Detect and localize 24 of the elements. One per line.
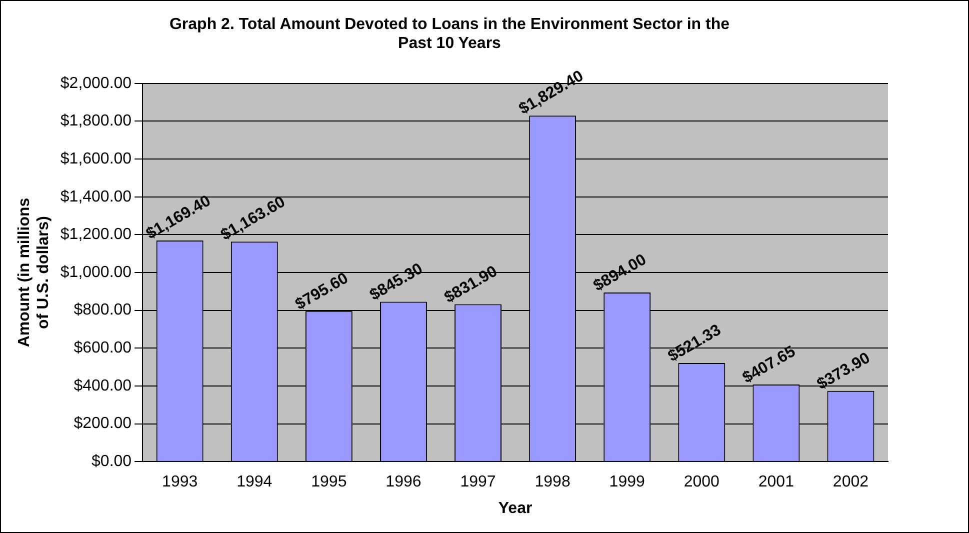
- y-tick-label: $1,600.00: [60, 150, 132, 168]
- x-tick-label: 1995: [311, 474, 347, 491]
- y-tick-label: $400.00: [74, 377, 132, 394]
- y-tick-label: $2,000.00: [60, 74, 132, 92]
- x-axis-title: Year: [498, 500, 532, 517]
- x-tick-label: 2000: [684, 474, 720, 491]
- y-tick-label: $200.00: [74, 415, 132, 432]
- chart-title: Graph 2. Total Amount Devoted to Loans in the Environment Sector in the Past 10 Years: [169, 16, 730, 52]
- y-tick-label: $1,800.00: [60, 112, 132, 130]
- x-tick-label: 1999: [609, 474, 645, 491]
- y-tick-label: $0.00: [92, 453, 132, 470]
- y-tick-label: $800.00: [74, 302, 132, 319]
- y-tick-label: $600.00: [74, 340, 132, 357]
- y-axis-title: Amount (in millions of U.S. dollars): [16, 198, 52, 348]
- x-tick-label: 1994: [236, 474, 272, 491]
- x-tick-label: 1996: [386, 474, 422, 491]
- y-tick-label: $1,000.00: [60, 264, 132, 281]
- y-tick-label: $1,200.00: [60, 226, 132, 244]
- x-tick-label: 2001: [758, 474, 794, 491]
- y-tick-label: $1,400.00: [60, 188, 132, 206]
- x-tick-label: 1998: [534, 474, 570, 491]
- x-tick-label: 1997: [460, 474, 496, 491]
- x-tick-label: 2002: [832, 474, 869, 491]
- x-tick-label: 1993: [162, 474, 198, 491]
